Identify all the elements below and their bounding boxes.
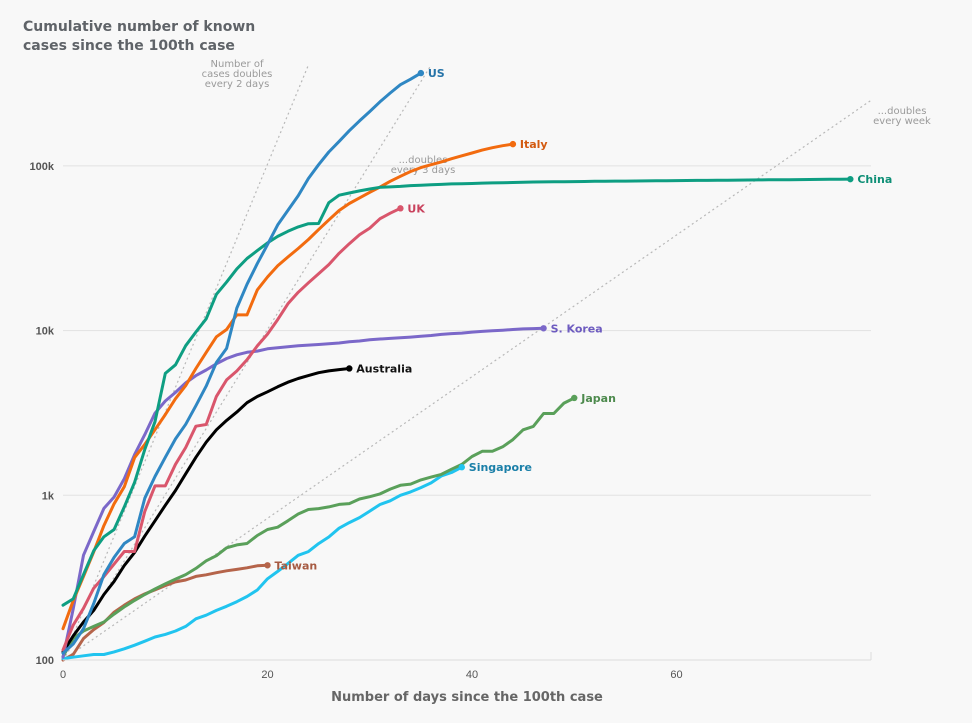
series-line-japan [61,396,576,658]
gridlines [63,165,871,661]
series-end-marker-singapore [458,464,465,471]
series-end-marker-china [847,175,854,183]
reference-label-doubles-every-3-days: ...doubles [399,155,448,166]
series-end-marker-s-korea [540,325,547,332]
series-labels: Taiwan Singapore Japan Australia S. Korea UK I… [264,67,892,572]
reference-label-doubles-every-2-days: cases doubles [202,69,273,80]
series-label-japan: Japan [580,392,616,405]
series-label-us: US [428,67,445,80]
reference-label-doubles-every-2-days: Number of [211,59,264,70]
series-end-marker-taiwan [264,562,271,569]
series-line-australia [61,367,351,654]
reference-line-doubles-every-2-days [62,64,309,661]
series-label-italy: Italy [520,138,548,151]
series-end-marker-italy [509,140,517,148]
reference-label-doubles-every-2-days: every 2 days [205,79,270,90]
reference-label-doubles-every-week: ...doubles [878,106,927,117]
reference-line-doubles-every-3-days [62,64,432,661]
axes: 100 1k 10k 100k 0 20 40 60 [30,161,872,681]
series-line-taiwan [61,563,269,662]
y-tick-label: 1k [42,490,55,502]
x-tick-label: 0 [60,669,66,681]
reference-line-doubles-every-week [62,99,872,661]
y-tick-label: 100 [36,655,54,667]
x-axis-title: Number of days since the 100th case [331,690,603,705]
x-tick-label: 20 [261,669,273,681]
series-line-uk [61,206,402,652]
y-tick-label: 100k [30,161,55,173]
series-label-taiwan: Taiwan [275,559,318,572]
y-tick-label: 10k [36,326,55,338]
reference-label-doubles-every-week: every week [873,116,931,127]
series-label-china: China [857,173,892,186]
series-label-s-korea: S. Korea [551,322,603,335]
series-line-china [61,177,852,607]
reference-label-doubles-every-3-days: every 3 days [391,165,456,176]
x-tick-label: 40 [466,669,478,681]
x-tick-label: 60 [670,669,682,681]
series-end-marker-uk [397,205,404,212]
series-label-singapore: Singapore [469,461,532,474]
series-label-uk: UK [407,202,425,215]
series-end-marker-japan [571,394,578,402]
series-line-us [61,71,423,655]
series-end-marker-australia [346,365,353,372]
chart-title: Cumulative number of known cases since t… [23,19,256,54]
series-line-singapore [61,465,464,661]
series-line-s-korea [61,326,546,659]
series-lines [61,71,852,662]
series-label-australia: Australia [356,362,412,375]
series-end-marker-us [417,69,425,77]
series-line-italy [61,142,515,631]
